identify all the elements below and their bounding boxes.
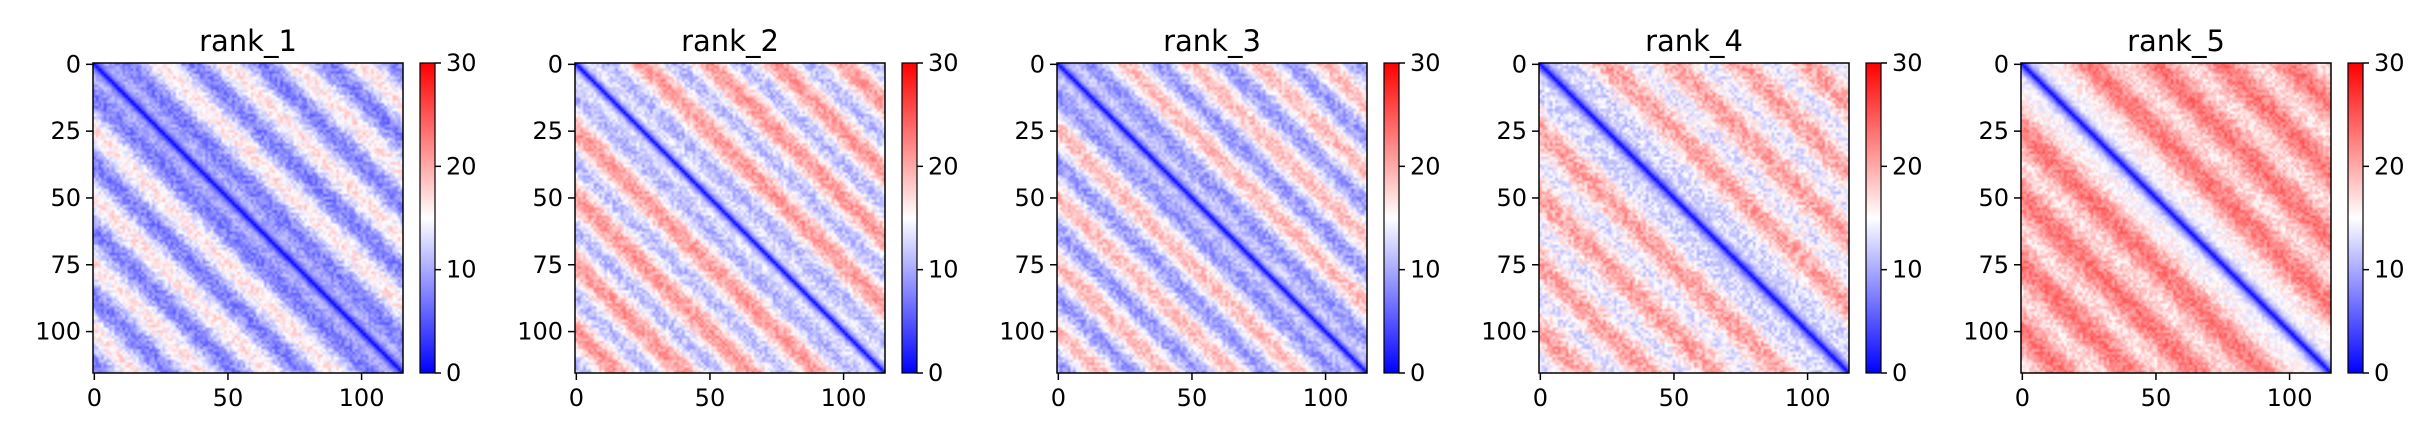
heatmap-image [2021,63,2331,373]
colorbar-tick-label: 20 [446,152,477,180]
colorbar-tick-label: 20 [1892,152,1923,180]
colorbar-tick-label: 0 [446,359,461,387]
heatmap-frame [2020,62,2332,374]
heatmap-panel-2: rank_2 0 25 50 75 100 0 50 100 0 10 20 30 [517,24,958,412]
x-tick-label: 100 [339,384,385,412]
colorbar-tick-label: 0 [2374,359,2389,387]
colorbar-tick-label: 30 [928,49,959,77]
colorbar-tick-label: 20 [928,152,959,180]
y-tick-label: 0 [548,50,563,78]
colorbar-tick-label: 10 [446,256,477,284]
y-tick-label: 100 [35,318,81,346]
y-tick-label: 25 [50,117,81,145]
y-tick-label: 25 [1014,117,1045,145]
panel-title: rank_4 [1645,24,1743,58]
y-tick-label: 75 [1014,251,1045,279]
panel-title: rank_1 [199,24,297,58]
panel-title: rank_5 [2127,24,2225,58]
x-tick-label: 50 [1659,384,1690,412]
x-tick-label: 50 [1177,384,1208,412]
panel-title: rank_2 [681,24,779,58]
colorbar [1383,62,1400,374]
x-tick-label: 100 [821,384,867,412]
y-tick-label: 75 [1496,251,1527,279]
y-tick-label: 0 [66,50,81,78]
y-tick-label: 50 [1496,184,1527,212]
heatmap-panel-3: rank_3 0 25 50 75 100 0 50 100 0 10 20 30 [999,24,1440,412]
colorbar-tick-label: 0 [928,359,943,387]
heatmap-panel-5: rank_5 0 25 50 75 100 0 50 100 0 10 20 30 [1963,24,2404,412]
x-tick-label: 0 [87,384,102,412]
heatmap-panel-1: rank_1 0 25 50 75 100 0 50 100 0 10 20 30 [35,24,476,412]
x-tick-label: 100 [2267,384,2313,412]
colorbar-tick-label: 10 [2374,256,2405,284]
colorbar-tick-label: 30 [1410,49,1441,77]
colorbar-tick-label: 20 [2374,152,2405,180]
x-tick-label: 0 [569,384,584,412]
y-tick-label: 50 [1014,184,1045,212]
colorbar-tick-label: 30 [1892,49,1923,77]
colorbar-tick-label: 30 [2374,49,2405,77]
colorbar-tick-label: 0 [1410,359,1425,387]
x-tick-label: 100 [1785,384,1831,412]
colorbar-tick-label: 10 [1892,256,1923,284]
y-tick-label: 75 [50,251,81,279]
colorbar-tick-label: 10 [928,256,959,284]
y-tick-label: 100 [1481,318,1527,346]
heatmap-image [93,63,403,373]
heatmap-panel-4: rank_4 0 25 50 75 100 0 50 100 0 10 20 30 [1481,24,1922,412]
y-tick-label: 100 [1963,318,2009,346]
heatmap-image [575,63,885,373]
heatmap-frame [92,62,404,374]
x-tick-label: 50 [695,384,726,412]
heatmap-frame [574,62,886,374]
colorbar-tick-label: 30 [446,49,477,77]
y-tick-label: 100 [999,318,1045,346]
y-tick-label: 0 [1994,50,2009,78]
x-tick-label: 0 [1533,384,1548,412]
y-tick-label: 50 [1978,184,2009,212]
x-tick-label: 100 [1303,384,1349,412]
x-tick-label: 0 [2015,384,2030,412]
x-tick-label: 0 [1051,384,1066,412]
heatmap-frame [1538,62,1850,374]
colorbar [2347,62,2364,374]
colorbar [1865,62,1882,374]
panel-title: rank_3 [1163,24,1261,58]
colorbar-tick-label: 0 [1892,359,1907,387]
y-tick-label: 25 [1978,117,2009,145]
heatmap-frame [1056,62,1368,374]
y-tick-label: 0 [1030,50,1045,78]
colorbar [419,62,436,374]
heatmap-image [1057,63,1367,373]
x-tick-label: 50 [2141,384,2172,412]
colorbar-tick-label: 20 [1410,152,1441,180]
y-tick-label: 0 [1512,50,1527,78]
y-tick-label: 75 [532,251,563,279]
y-tick-label: 50 [50,184,81,212]
y-tick-label: 25 [532,117,563,145]
y-tick-label: 100 [517,318,563,346]
y-tick-label: 25 [1496,117,1527,145]
x-tick-label: 50 [213,384,244,412]
y-tick-label: 50 [532,184,563,212]
heatmap-image [1539,63,1849,373]
y-tick-label: 75 [1978,251,2009,279]
colorbar [901,62,918,374]
colorbar-tick-label: 10 [1410,256,1441,284]
